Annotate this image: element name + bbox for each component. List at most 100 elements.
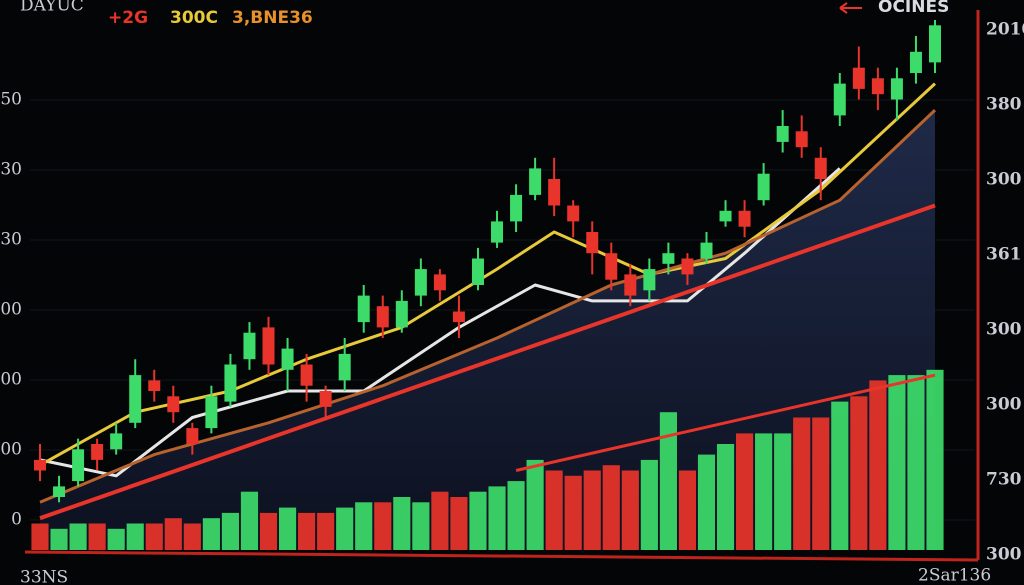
left-label: 300 <box>0 300 22 320</box>
candle-body <box>53 486 66 497</box>
candle-body <box>110 433 123 450</box>
volume-bar <box>69 523 87 550</box>
volume-bar <box>317 512 335 550</box>
volume-bar <box>545 470 563 550</box>
candle-body <box>510 194 523 222</box>
candle-body <box>586 232 599 254</box>
volume-bar <box>488 486 506 550</box>
volume-bar <box>469 491 487 550</box>
volume-bar <box>50 528 68 550</box>
frame-bottom <box>24 550 979 562</box>
moving-average <box>39 82 937 467</box>
volume-bar <box>793 417 811 550</box>
volume-bar <box>831 401 849 550</box>
candle-body <box>624 274 637 296</box>
candle-body <box>795 131 808 148</box>
candle-body <box>833 83 846 116</box>
candle-body <box>281 348 294 370</box>
volume-bar <box>126 523 144 550</box>
candle-body <box>852 67 865 89</box>
candle-body <box>414 269 427 296</box>
volume-bar <box>183 523 201 550</box>
candle-body <box>376 306 389 328</box>
left-label: 350 <box>0 90 22 110</box>
volume-bar <box>145 523 163 550</box>
volume-bar <box>278 507 297 550</box>
volume-bar <box>678 470 697 550</box>
header-level: 300C <box>170 8 218 28</box>
volume-bar <box>526 459 544 550</box>
right-label: 2010 <box>986 20 1024 40</box>
candle-body <box>452 311 465 323</box>
candle-body <box>909 51 922 73</box>
candle-body <box>605 253 618 280</box>
plot <box>31 20 944 550</box>
volume-bar <box>716 444 735 550</box>
right-label: 380 <box>986 95 1022 115</box>
volume-bar <box>107 528 125 550</box>
volume-bar <box>888 375 906 550</box>
candle-body <box>471 258 484 285</box>
volume-bar <box>240 491 259 550</box>
volume-bar <box>259 512 278 550</box>
candle-body <box>186 428 199 444</box>
candle-body <box>814 157 827 179</box>
volume-bar <box>812 417 830 550</box>
candle-body <box>167 396 180 413</box>
candle-body <box>662 253 675 264</box>
candle-body <box>205 396 218 429</box>
volume-bar <box>583 470 601 550</box>
volume-bar <box>755 433 773 550</box>
volume-bar <box>736 433 754 550</box>
candle-body <box>338 353 351 381</box>
volume-bar <box>88 523 106 550</box>
volume-bar <box>564 475 582 550</box>
candle-body <box>548 179 561 206</box>
volume-bar <box>621 470 639 550</box>
left-label: 300 <box>0 370 22 390</box>
candle-body <box>357 295 370 323</box>
left-label: 300 <box>0 440 22 460</box>
volume-bar <box>640 459 658 550</box>
candle-body <box>224 364 237 402</box>
candle-body <box>91 444 104 460</box>
volume-bar <box>31 523 49 550</box>
volume-bar <box>602 465 620 550</box>
candle-body <box>433 274 446 291</box>
right-label: 300 <box>986 170 1022 190</box>
right-label: 300 <box>986 320 1022 340</box>
volume-bar <box>926 369 944 550</box>
candle-body <box>319 391 332 407</box>
volume-bar <box>907 375 925 550</box>
moving-average <box>39 203 936 521</box>
candle-body <box>148 380 161 391</box>
volume-bar <box>374 502 392 550</box>
candle-body <box>643 269 656 291</box>
header-change: +2G <box>108 8 148 28</box>
moving-average <box>515 373 936 472</box>
candle-body <box>395 300 408 328</box>
candle-body <box>243 332 256 360</box>
header-partial: DAYUC <box>20 0 84 16</box>
candle-body <box>262 327 275 365</box>
header-ticker: 3,BNE36 <box>232 8 313 28</box>
volume-bar <box>298 512 316 550</box>
candle-body <box>700 242 713 259</box>
footer-right: 2Sar136 <box>918 566 991 585</box>
right-label: 730 <box>986 470 1022 490</box>
candle-body <box>757 173 770 201</box>
candle-body <box>681 258 694 275</box>
candle-body <box>871 78 884 95</box>
footer-left: 33NS <box>20 568 68 585</box>
left-label: 0 <box>11 510 22 530</box>
volume-bar <box>659 412 677 550</box>
candle-body <box>129 375 142 423</box>
volume-bar <box>164 518 182 550</box>
candle-body <box>491 221 504 243</box>
volume-bar <box>202 518 220 550</box>
right-label: 300 <box>986 395 1022 415</box>
candle-body <box>529 168 542 195</box>
candle-body <box>34 459 46 471</box>
